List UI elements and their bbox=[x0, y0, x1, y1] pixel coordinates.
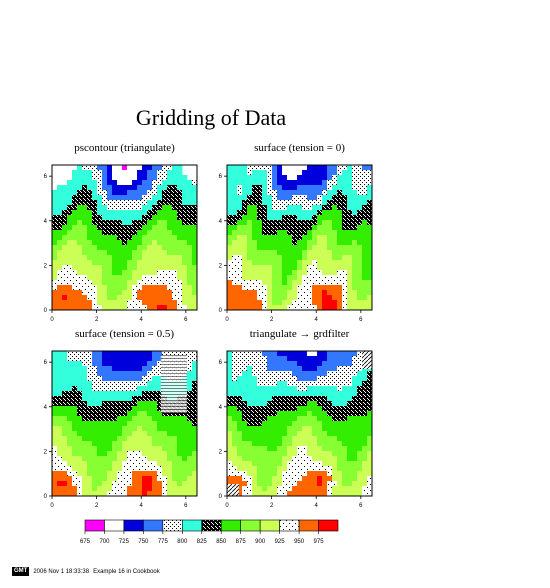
colorbar-label: 700 bbox=[99, 539, 110, 545]
colorbar-label: 725 bbox=[119, 539, 130, 545]
x-tick-label: 4 bbox=[140, 503, 144, 509]
y-tick-label: 6 bbox=[44, 174, 48, 180]
x-tick-label: 6 bbox=[359, 503, 363, 509]
colorbar-label: 675 bbox=[80, 539, 91, 545]
y-tick-label: 2 bbox=[44, 449, 48, 455]
x-tick-label: 2 bbox=[270, 503, 274, 509]
masked-corner bbox=[227, 484, 239, 496]
x-tick-label: 0 bbox=[50, 317, 54, 323]
colorbar-label: 750 bbox=[138, 539, 149, 545]
contour-map bbox=[52, 165, 197, 310]
panel-3: surface (tension = 0.5) 00 2 2 4 4 6 6 bbox=[44, 328, 198, 509]
y-tick-label: 0 bbox=[44, 308, 48, 314]
colorbar-swatch bbox=[123, 519, 144, 532]
contour-map bbox=[227, 165, 372, 310]
colorbar-swatch bbox=[84, 519, 105, 532]
colorbar-swatch bbox=[318, 519, 339, 532]
contour-map bbox=[52, 351, 197, 496]
colorbar-swatch bbox=[182, 519, 203, 532]
plot-frame bbox=[51, 164, 198, 311]
y-tick-label: 6 bbox=[44, 360, 48, 366]
y-tick-label: 6 bbox=[219, 360, 223, 366]
x-tick-label: 6 bbox=[359, 317, 363, 323]
plot-frame bbox=[226, 350, 373, 497]
colorbar: 675 700 725 750 775 800 825 850 875 900 925 950 975 bbox=[80, 519, 339, 545]
figure-title: Gridding of Data bbox=[136, 105, 287, 130]
y-tick-label: 2 bbox=[219, 449, 223, 455]
x-tick-label: 4 bbox=[140, 317, 144, 323]
x-tick-label: 4 bbox=[315, 317, 319, 323]
x-tick-label: 6 bbox=[184, 317, 188, 323]
y-tick-label: 4 bbox=[219, 405, 223, 411]
timestamp-stamp: GMT 2006 Nov 1 18:33:38 Example 16 in Co… bbox=[12, 567, 160, 576]
x-tick-label: 0 bbox=[225, 317, 229, 323]
colorbar-swatch bbox=[143, 519, 164, 532]
colorbar-label: 800 bbox=[177, 539, 188, 545]
colorbar-swatch bbox=[104, 519, 125, 532]
panel-title: surface (tension = 0.5) bbox=[75, 328, 174, 340]
colorbar-label: 775 bbox=[158, 539, 169, 545]
colorbar-swatch bbox=[298, 519, 319, 532]
plot-frame bbox=[51, 350, 198, 497]
y-tick-label: 4 bbox=[219, 219, 223, 225]
y-tick-label: 6 bbox=[219, 174, 223, 180]
x-tick-label: 0 bbox=[225, 503, 229, 509]
panel-title: surface (tension = 0) bbox=[254, 142, 345, 154]
masked-corner bbox=[362, 351, 372, 369]
colorbar-swatch bbox=[240, 519, 261, 532]
colorbar-label: 900 bbox=[255, 539, 266, 545]
y-tick-label: 2 bbox=[44, 263, 48, 269]
colorbar-swatch bbox=[279, 519, 300, 532]
colorbar-label: 875 bbox=[236, 539, 247, 545]
x-tick-label: 6 bbox=[184, 503, 188, 509]
x-tick-label: 0 bbox=[50, 503, 54, 509]
colorbar-label: 925 bbox=[275, 539, 286, 545]
y-tick-label: 0 bbox=[219, 308, 223, 314]
y-tick-label: 0 bbox=[219, 494, 223, 500]
colorbar-swatch bbox=[201, 519, 222, 532]
plot-frame bbox=[226, 164, 373, 311]
colorbar-swatch bbox=[220, 519, 241, 532]
y-tick-label: 4 bbox=[44, 405, 48, 411]
panel-title: pscontour (triangulate) bbox=[74, 142, 175, 154]
y-tick-label: 0 bbox=[44, 494, 48, 500]
colorbar-swatch bbox=[259, 519, 280, 532]
colorbar-label: 825 bbox=[197, 539, 208, 545]
cookbook-caption: Example 16 in Cookbook bbox=[93, 568, 160, 575]
gmt-badge: GMT bbox=[12, 567, 30, 576]
x-tick-label: 2 bbox=[95, 317, 99, 323]
panel-title: triangulate → grdfilter bbox=[250, 328, 350, 340]
panel-1: pscontour (triangulate) 00 2 2 4 4 6 6 bbox=[44, 142, 198, 323]
y-tick-label: 2 bbox=[219, 263, 223, 269]
contour-map bbox=[227, 351, 372, 496]
colorbar-label: 975 bbox=[314, 539, 325, 545]
panel-2: surface (tension = 0) 00 2 2 4 4 6 6 bbox=[219, 142, 373, 323]
panel-4: triangulate → grdfilter 00 2 2 4 4 6 6 bbox=[219, 328, 373, 509]
timestamp-text: 2006 Nov 1 18:33:38 bbox=[33, 568, 90, 575]
hatched-region bbox=[160, 355, 187, 413]
colorbar-swatch bbox=[162, 519, 183, 532]
colorbar-label: 850 bbox=[216, 539, 227, 545]
x-tick-label: 4 bbox=[315, 503, 319, 509]
x-tick-label: 2 bbox=[270, 317, 274, 323]
x-tick-label: 2 bbox=[95, 503, 99, 509]
colorbar-label: 950 bbox=[294, 539, 305, 545]
y-tick-label: 4 bbox=[44, 219, 48, 225]
